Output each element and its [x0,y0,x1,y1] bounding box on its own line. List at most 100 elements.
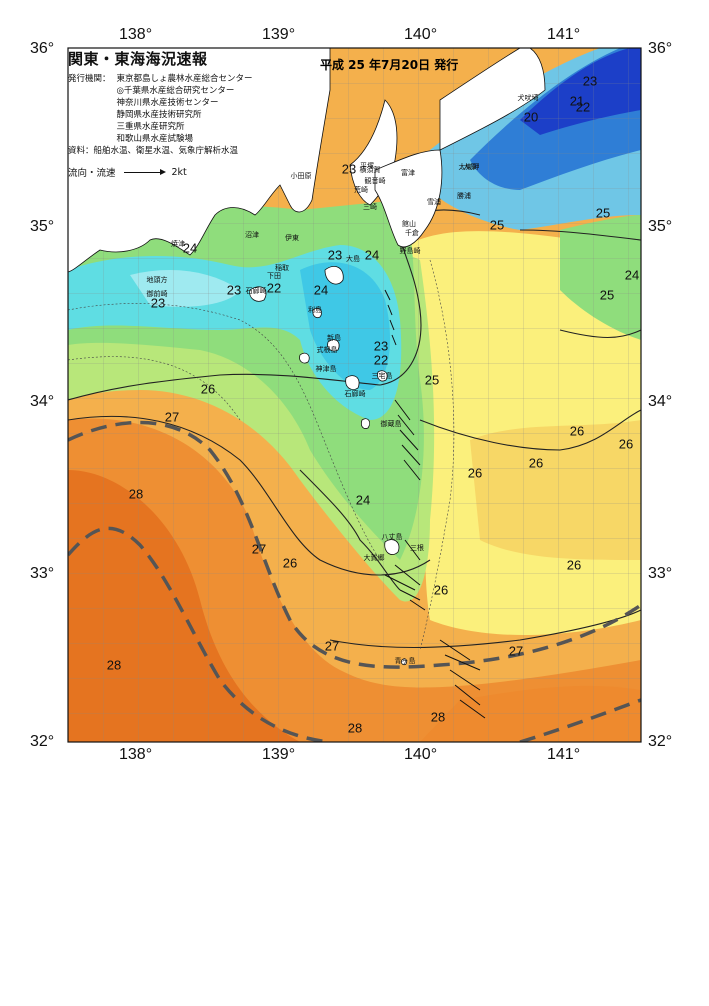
place-name: 八丈島 [381,533,403,541]
place-name: 利島 [308,306,322,314]
lon-bottom-139: 139° [262,746,296,763]
place-name: 大原 [463,163,477,171]
org-line: ◎千葉県水産総合研究センター [116,86,235,96]
temp-label: 28 [430,709,446,725]
current-legend: 流向・流速 2kt [68,165,318,180]
lat-right-32: 32° [648,733,673,750]
place-name: 沼津 [245,231,259,239]
lon-bottom-141: 141° [547,746,581,763]
lat-right-33: 33° [648,565,673,582]
temp-label: 23 [226,282,242,298]
temp-label: 27 [251,541,267,557]
temp-label: 26 [566,557,582,573]
lat-left-36: 36° [30,40,55,57]
place-name: 勝浦 [457,192,471,200]
temp-label: 24 [355,492,371,508]
depth-contours [68,259,455,651]
place-name: 三宅島 [371,372,393,380]
temp-label: 26 [282,555,298,571]
temp-label: 24 [182,240,198,256]
lon-bottom-140: 140° [404,746,438,763]
temp-label: 26 [200,381,216,397]
data-source: 資料：船舶水温、衛星水温、気象庁解析水温 [68,146,239,156]
temp-label: 27 [324,638,340,654]
temp-label: 23 [582,73,598,89]
temp-label: 25 [595,205,611,221]
lon-top-141: 141° [547,26,581,43]
lon-top-139: 139° [262,26,296,43]
org-line: 三重県水産研究所 [116,122,185,132]
land-masses [68,48,546,666]
temp-label: 23 [341,161,357,177]
place-name: 式根島 [316,346,338,354]
place-name: 館山 [402,220,416,228]
org-line: 静岡県水産技術研究所 [116,110,202,120]
lat-right-36: 36° [648,40,673,57]
temp-label: 26 [467,465,483,481]
place-name: 横須賀 [359,166,381,174]
current-arrows [384,289,486,719]
place-name: 犬吠埼 [517,94,539,102]
temp-label: 20 [523,109,539,125]
lat-left-33: 33° [30,565,55,582]
issue-date: 平成 25 年7月20日 発行 [320,58,459,72]
place-name: 荒崎 [354,186,368,194]
place-name: 三崎 [363,203,377,211]
place-name: 御前崎 [146,290,168,298]
place-name: 神津島 [315,365,337,373]
arrow-icon [123,168,166,175]
place-name: 新島 [327,334,341,342]
place-name: 太東岬 [458,163,480,171]
org-line: 東京都島しょ農林水産総合センター [116,74,253,84]
temp-label: 23 [150,295,166,311]
place-name: 平塚 [360,162,374,170]
place-name: 大島 [346,255,360,263]
lat-left-32: 32° [30,733,55,750]
place-name: 御蔵島 [380,420,402,428]
temp-label: 24 [624,267,640,283]
place-name: 富津 [401,169,415,177]
lat-right-34: 34° [648,393,673,410]
temp-label: 24 [364,247,380,263]
temp-label: 21 [569,93,585,109]
place-name: 小田原 [290,172,312,180]
temp-label: 26 [618,436,634,452]
lon-top-138: 138° [119,26,153,43]
temp-label: 28 [128,486,144,502]
lat-left-35: 35° [30,218,55,235]
place-name: 三根 [410,544,424,552]
temp-label: 22 [575,99,591,115]
org-line: 和歌山県水産試験場 [116,134,194,144]
place-name: 伊東 [285,234,299,242]
place-name: 観音崎 [364,177,386,185]
temp-label: 24 [313,282,329,298]
temp-label: 28 [347,720,363,736]
temp-label: 26 [433,582,449,598]
info-panel: 関東・東海海況速報 発行機関： 東京都島しょ農林水産総合センター ◎千葉県水産総… [68,48,318,179]
lat-right-35: 35° [648,218,673,235]
place-name: 焼津 [171,240,185,248]
org-line: 神奈川県水産技術センター [116,98,219,108]
temp-label: 27 [508,643,524,659]
place-name: 青ヶ島 [394,657,416,665]
kuroshio-axis [68,420,641,742]
place-name: 千倉 [405,229,419,237]
temp-label: 26 [528,455,544,471]
map-title: 関東・東海海況速報 [68,50,208,68]
place-name: 地頭方 [146,276,168,284]
temp-label: 22 [373,352,389,368]
org-label: 発行機関： [68,74,111,84]
lat-left-34: 34° [30,393,55,410]
temp-label: 25 [599,287,615,303]
place-name: 雪浦 [427,198,441,206]
place-name: 大賀郷 [363,554,385,562]
legend-speed: 2kt [171,166,187,178]
temp-label: 22 [266,280,282,296]
temp-label: 25 [424,372,440,388]
temp-label: 28 [106,657,122,673]
legend-label: 流向・流速 [68,168,116,179]
lon-top-140: 140° [404,26,438,43]
place-name: 野島崎 [399,247,421,255]
